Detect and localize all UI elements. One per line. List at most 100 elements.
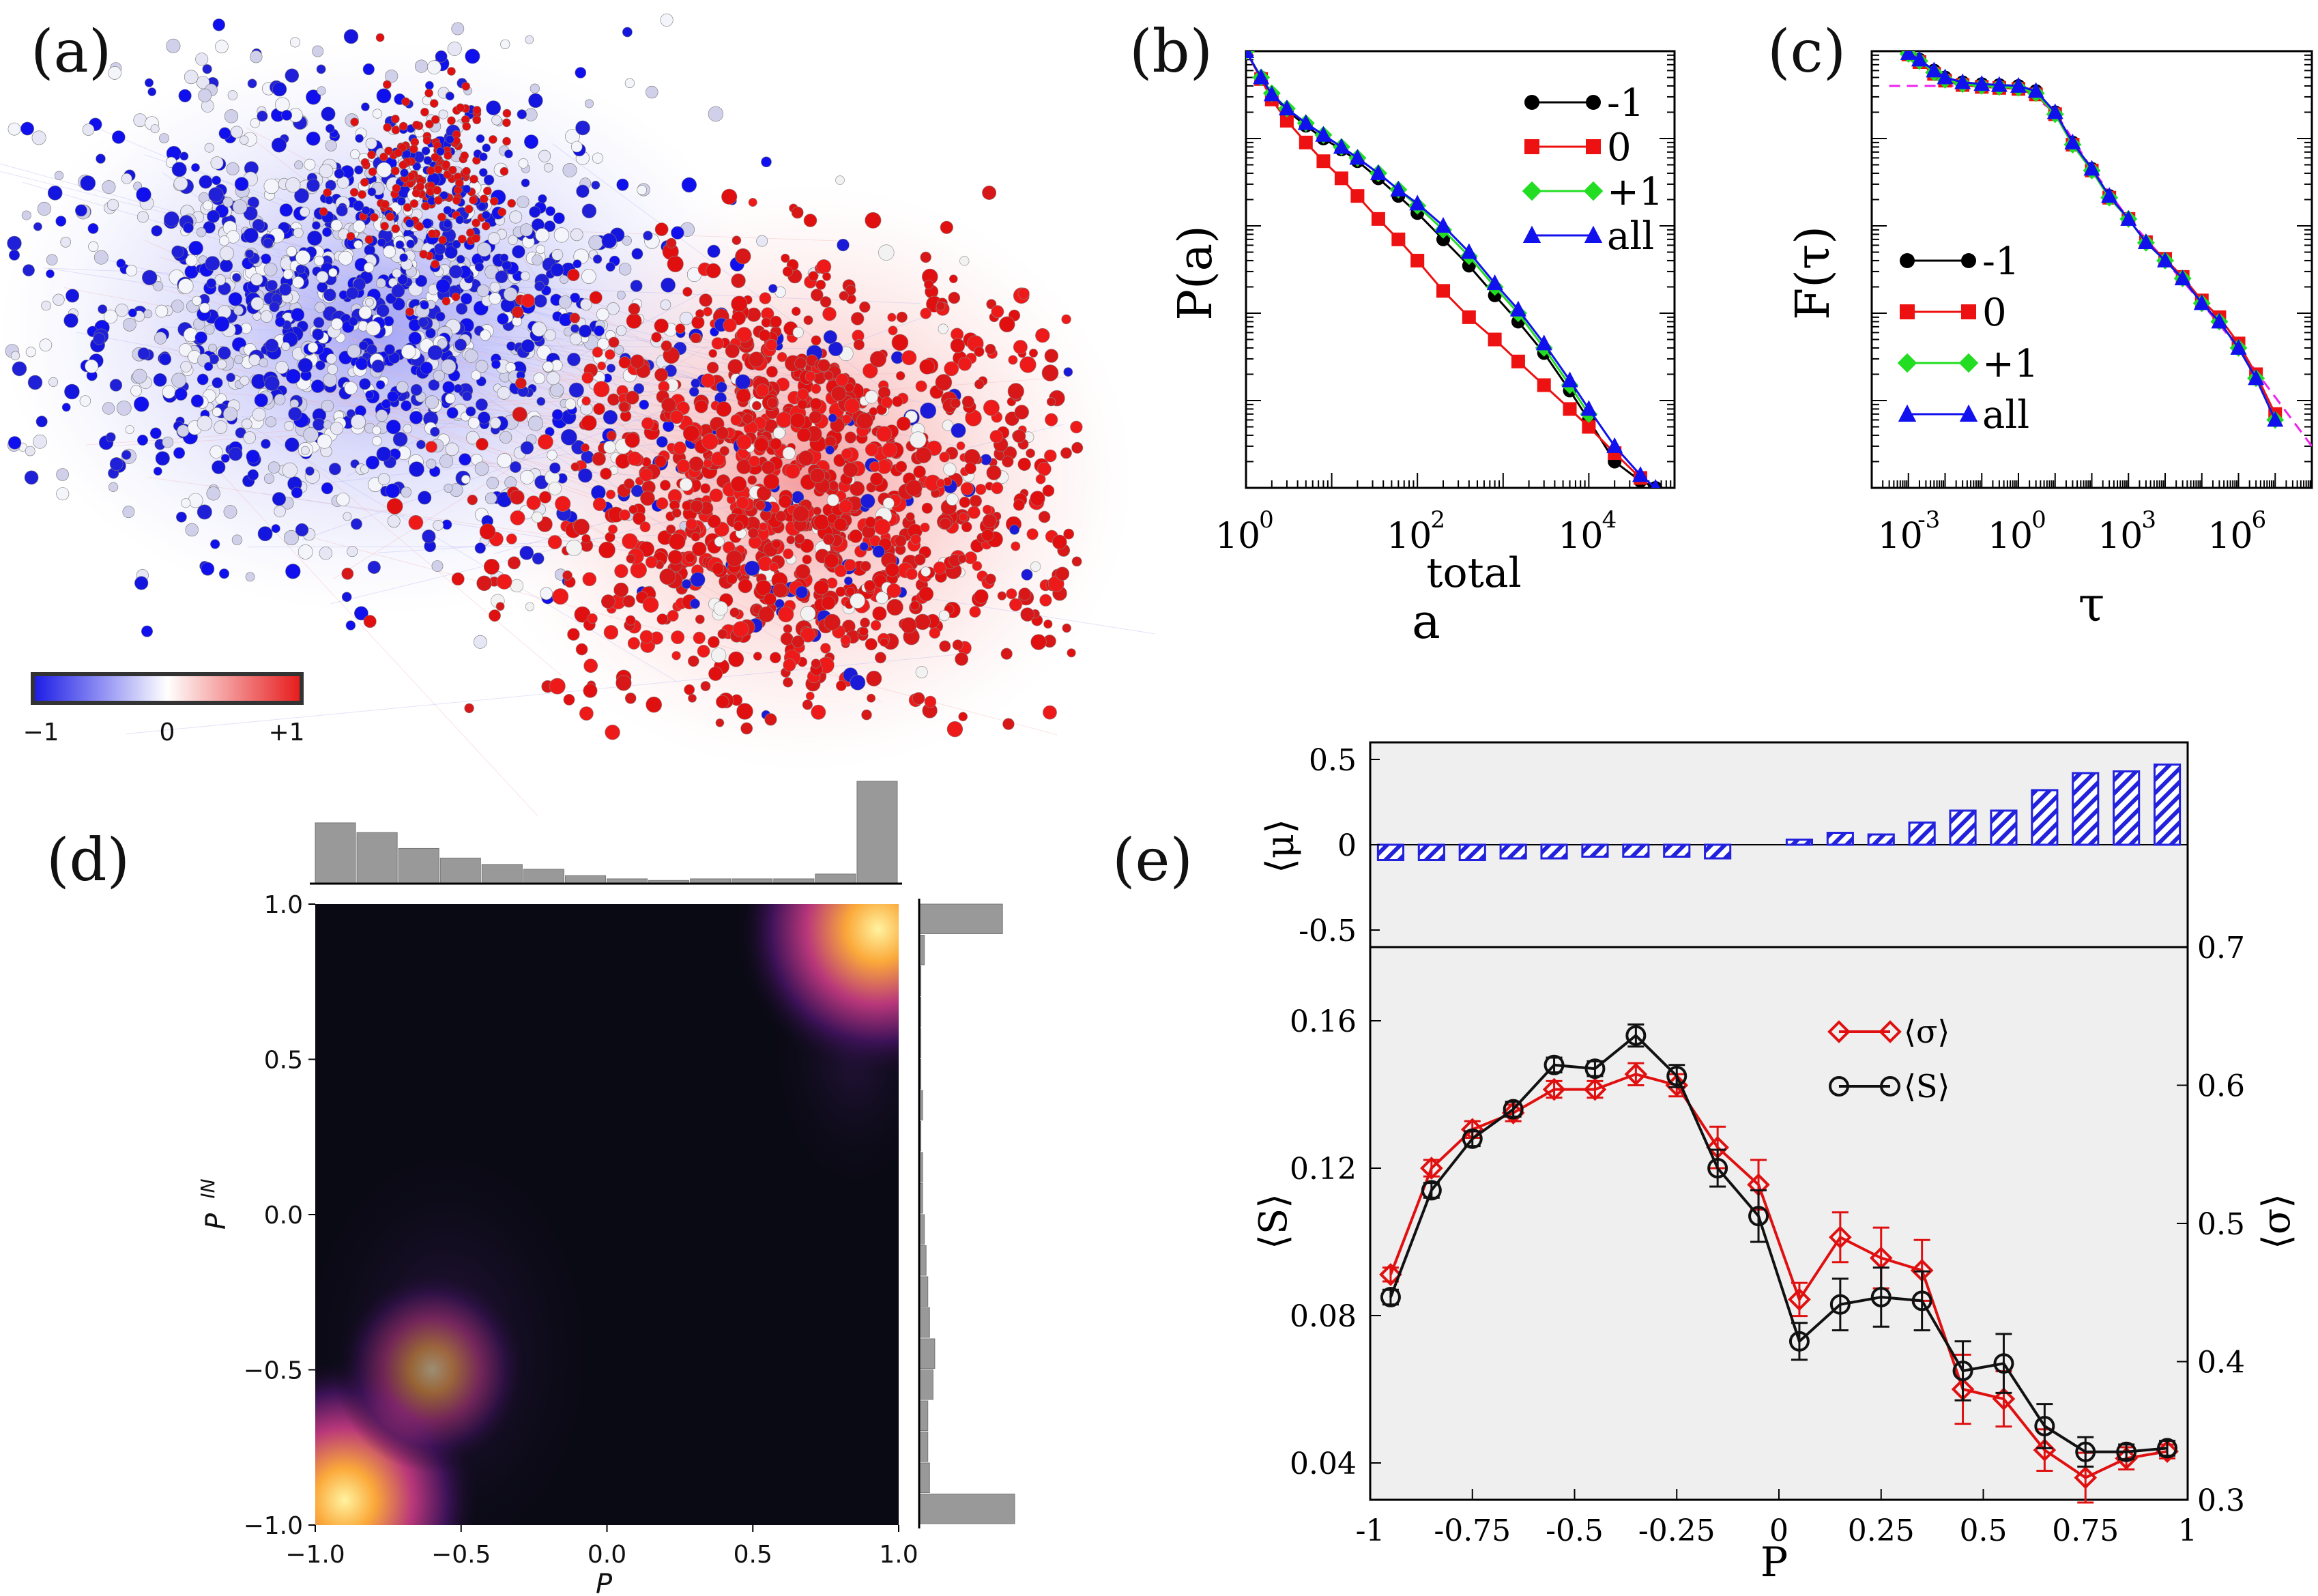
network-node <box>786 535 796 545</box>
network-node <box>538 194 547 203</box>
network-node <box>409 199 419 208</box>
network-node <box>906 480 923 497</box>
network-node <box>300 207 310 217</box>
network-node <box>245 572 255 582</box>
network-node <box>777 351 787 362</box>
network-node <box>313 317 325 328</box>
network-node <box>475 398 488 411</box>
network-edge <box>294 376 699 497</box>
e-data-point <box>1544 1054 1565 1075</box>
network-node <box>500 39 510 49</box>
e-y-tick-label-right: 0.4 <box>2197 1346 2245 1380</box>
network-node <box>690 572 706 587</box>
c-x-tick-label: 10 <box>2207 516 2252 557</box>
c-legend-label: all <box>1982 393 2029 437</box>
network-node <box>231 534 243 545</box>
network-node <box>128 308 137 317</box>
network-node <box>540 587 553 600</box>
network-node <box>437 338 448 349</box>
network-node <box>265 338 279 353</box>
c-data-point <box>1954 73 1971 89</box>
network-node <box>792 505 809 523</box>
network-node <box>628 504 638 514</box>
network-node <box>372 108 383 119</box>
network-node <box>325 124 335 134</box>
network-node <box>319 207 328 216</box>
network-node <box>708 349 717 358</box>
network-node <box>489 292 502 305</box>
network-node <box>865 390 878 404</box>
network-node <box>386 498 403 514</box>
network-node <box>456 103 465 113</box>
network-node <box>455 215 465 224</box>
network-node <box>396 381 409 394</box>
network-node <box>223 407 238 422</box>
c-data-point <box>2046 103 2063 119</box>
network-node <box>892 396 903 407</box>
e-data-point <box>1584 1058 1606 1079</box>
network-node <box>895 535 907 547</box>
network-node <box>747 307 762 322</box>
e-y-tick-label-left: 0.16 <box>1290 1004 1357 1039</box>
e-x-tick-label: 1 <box>2178 1513 2197 1548</box>
network-node <box>901 350 917 366</box>
network-node <box>808 271 819 282</box>
network-node <box>46 254 58 266</box>
network-node <box>1062 623 1071 633</box>
network-node <box>33 222 42 231</box>
network-node <box>982 514 997 529</box>
network-node <box>307 230 323 246</box>
d-y-tick-label: 1.0 <box>264 891 303 919</box>
network-node <box>811 383 822 394</box>
network-node <box>285 68 300 83</box>
network-node <box>639 468 653 482</box>
network-node <box>228 292 243 306</box>
d-y-tick-label: −0.5 <box>244 1357 303 1385</box>
network-node <box>764 592 777 606</box>
network-node <box>756 235 768 247</box>
d-top-hist-bar <box>523 869 564 884</box>
network-node <box>147 87 156 96</box>
network-node <box>281 109 293 121</box>
d-top-hist-bar <box>356 832 398 884</box>
network-node <box>87 222 99 234</box>
network-node <box>502 136 511 146</box>
network-node <box>570 292 581 303</box>
network-node <box>438 109 448 119</box>
network-node <box>203 200 213 211</box>
network-node <box>991 305 1004 319</box>
c-legend-label: +1 <box>1982 342 2039 386</box>
network-node <box>729 607 740 618</box>
network-node <box>766 397 779 409</box>
e-x-tick-label: 0.75 <box>2052 1513 2119 1548</box>
b-data-point <box>1350 189 1365 203</box>
network-node <box>534 294 547 308</box>
network-node <box>736 434 752 450</box>
b-data-point <box>1580 400 1597 416</box>
network-node <box>338 250 353 265</box>
network-node <box>405 218 414 228</box>
network-node <box>319 547 333 560</box>
network-node <box>250 50 263 63</box>
network-node <box>141 625 154 637</box>
network-node <box>386 212 395 222</box>
network-node <box>520 469 535 484</box>
network-node <box>197 373 209 386</box>
c-legend-marker <box>1897 353 1917 373</box>
network-node <box>961 395 974 408</box>
b-data-point <box>1278 100 1295 116</box>
network-node <box>762 461 776 475</box>
network-node <box>178 89 192 102</box>
network-node <box>154 332 167 345</box>
network-node <box>122 506 135 519</box>
network-node <box>197 504 212 520</box>
network-node <box>756 486 772 501</box>
network-node <box>802 699 813 710</box>
network-node <box>411 188 421 198</box>
network-node <box>1045 413 1058 426</box>
network-node <box>716 381 727 393</box>
network-node <box>835 175 845 185</box>
network-node <box>615 325 627 336</box>
network-node <box>661 277 676 293</box>
b-x-tick-exp: 0 <box>1259 506 1274 534</box>
